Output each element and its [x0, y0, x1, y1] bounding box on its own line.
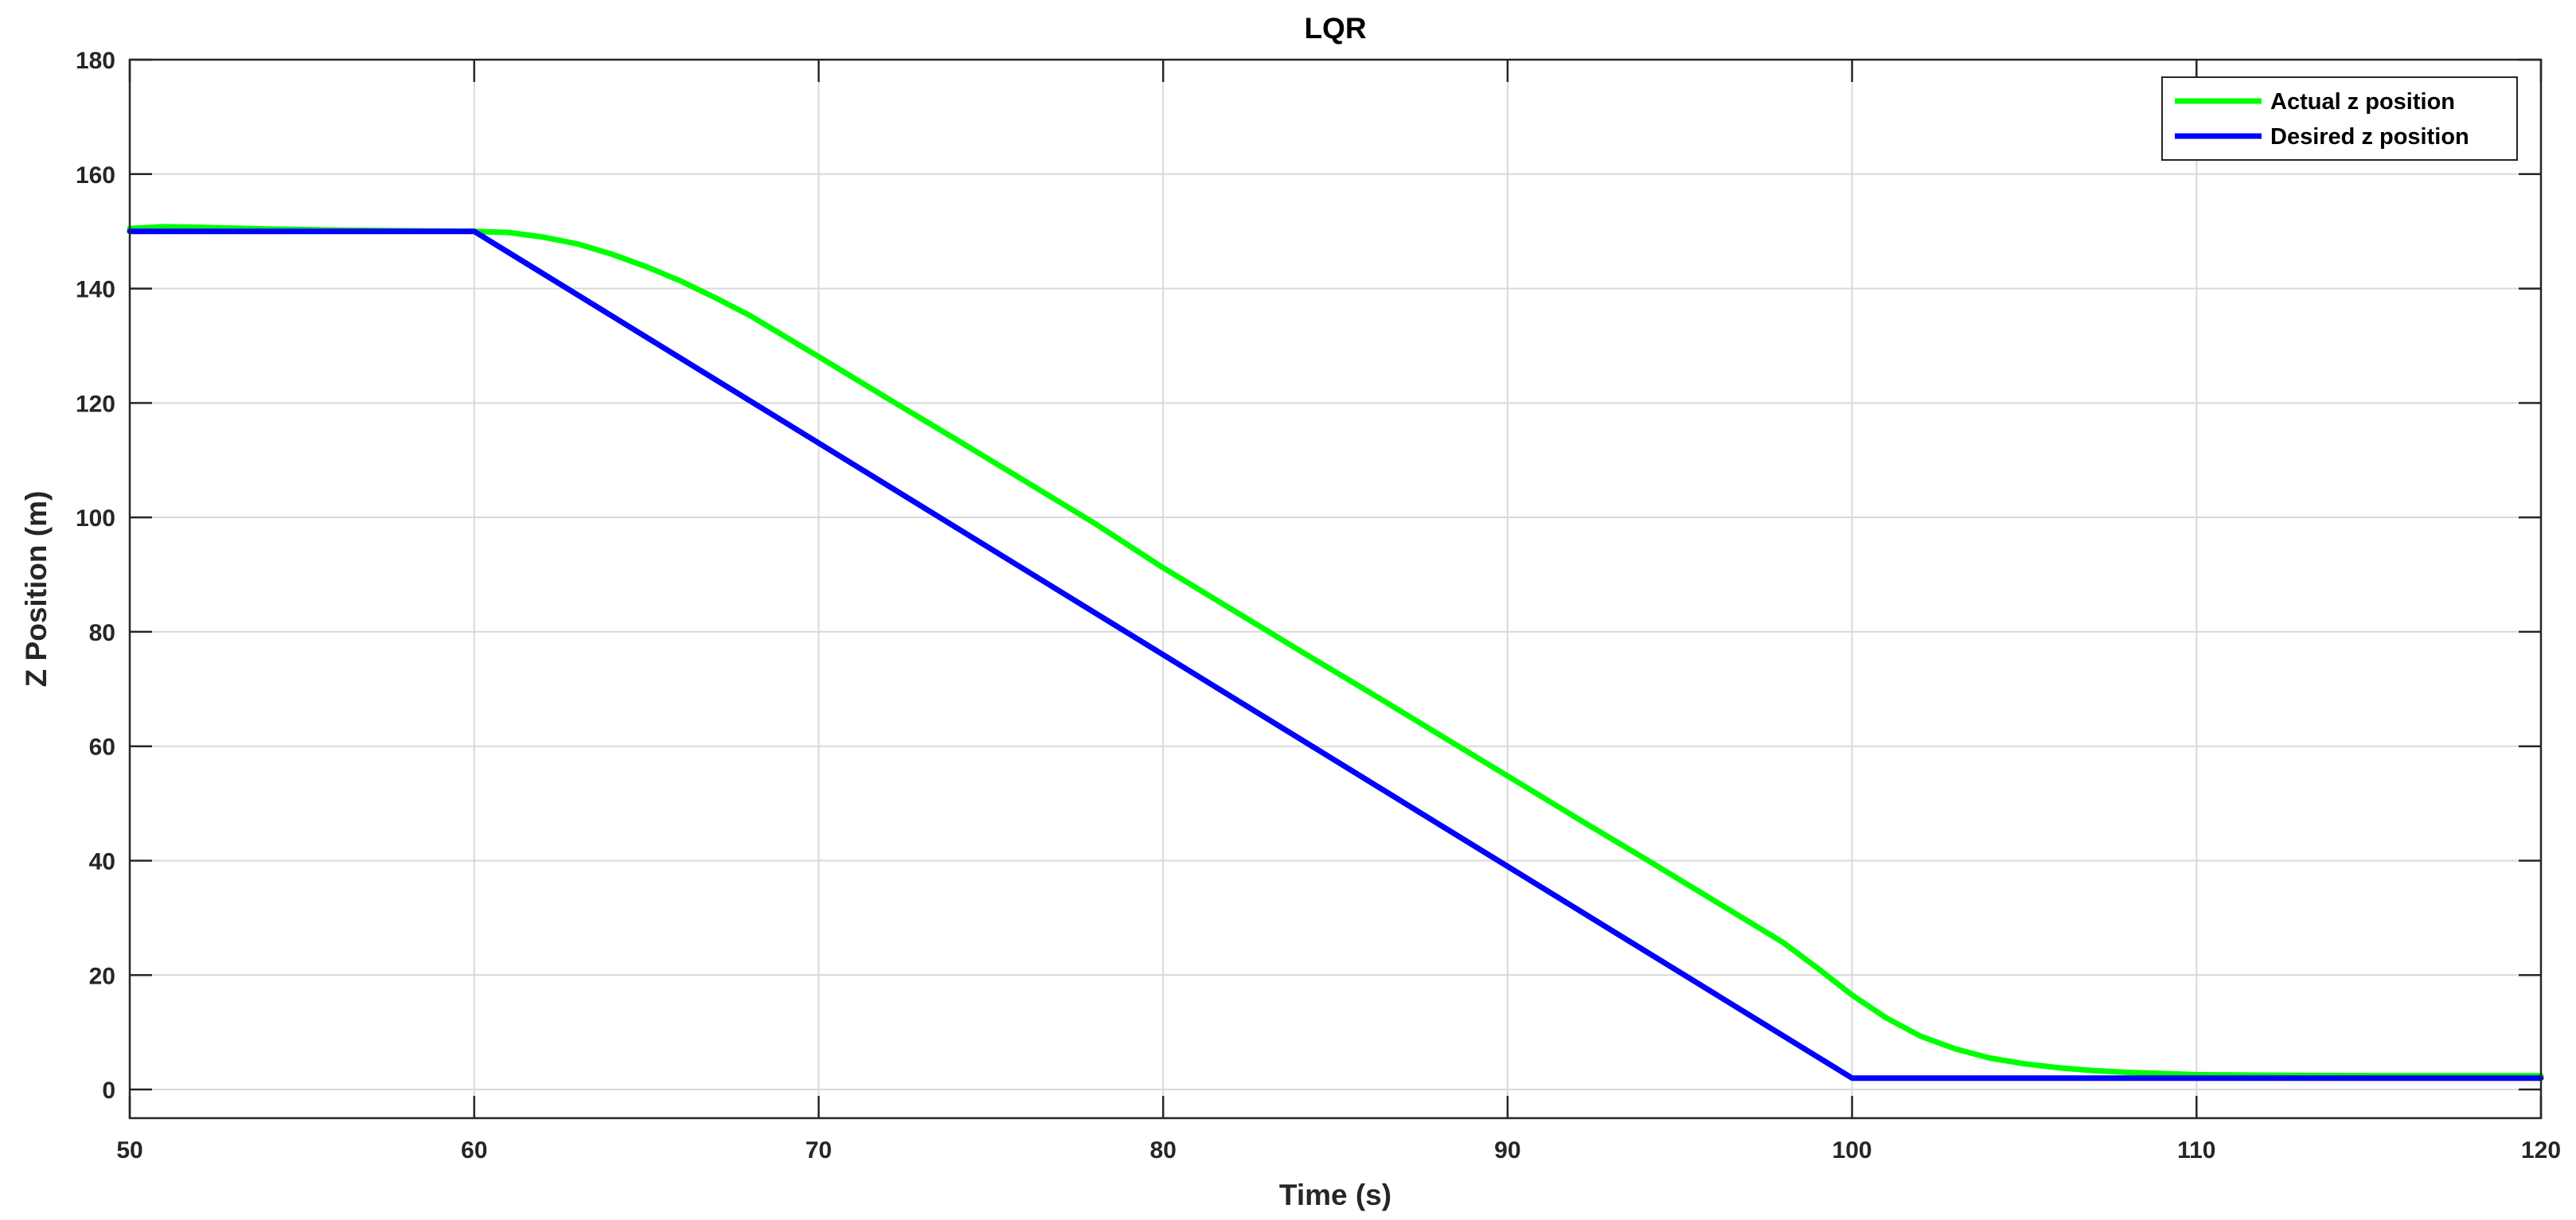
plot-area [130, 60, 2541, 1118]
x-tick-labels: 50 60 70 80 90 100 110 120 [116, 1137, 2561, 1163]
x-tick-label-4: 90 [1494, 1137, 1520, 1163]
y-tick-label-2: 40 [89, 848, 115, 875]
series-line-0 [127, 224, 2544, 1079]
x-tick-label-2: 70 [806, 1137, 832, 1163]
y-tick-label-6: 120 [76, 391, 115, 417]
y-tick-labels: 0 20 40 60 80 100 120 140 160 180 [76, 48, 115, 1104]
y-tick-label-5: 100 [76, 505, 115, 532]
x-tick-label-1: 60 [461, 1137, 487, 1163]
legend-label-0: Actual z position [2270, 89, 2455, 115]
y-tick-label-0: 0 [102, 1078, 115, 1104]
x-axis-title: Time (s) [1279, 1179, 1391, 1211]
legend-box [2161, 76, 2518, 161]
series-line-1 [127, 228, 2544, 1082]
y-tick-label-8: 160 [76, 162, 115, 189]
y-tick-label-1: 20 [89, 963, 115, 989]
x-tick-label-0: 50 [116, 1137, 142, 1163]
legend-label-1: Desired z position [2270, 124, 2469, 150]
y-axis-title: Z Position (m) [20, 491, 53, 688]
x-tick-label-5: 100 [1832, 1137, 1872, 1163]
legend: Actual z position Desired z position [2161, 76, 2518, 161]
y-tick-label-9: 180 [76, 48, 115, 74]
y-tick-label-4: 80 [89, 620, 115, 646]
axes-box [128, 58, 2543, 1120]
x-tick-label-6: 110 [2177, 1137, 2215, 1163]
x-tick-label-3: 80 [1149, 1137, 1176, 1163]
series-layer [127, 224, 2544, 1082]
axis-ticks [128, 58, 2543, 1118]
y-tick-label-3: 60 [89, 735, 115, 761]
y-tick-label-7: 140 [76, 277, 115, 303]
x-tick-label-7: 120 [2521, 1137, 2561, 1163]
chart-title: LQR [1304, 12, 1366, 45]
